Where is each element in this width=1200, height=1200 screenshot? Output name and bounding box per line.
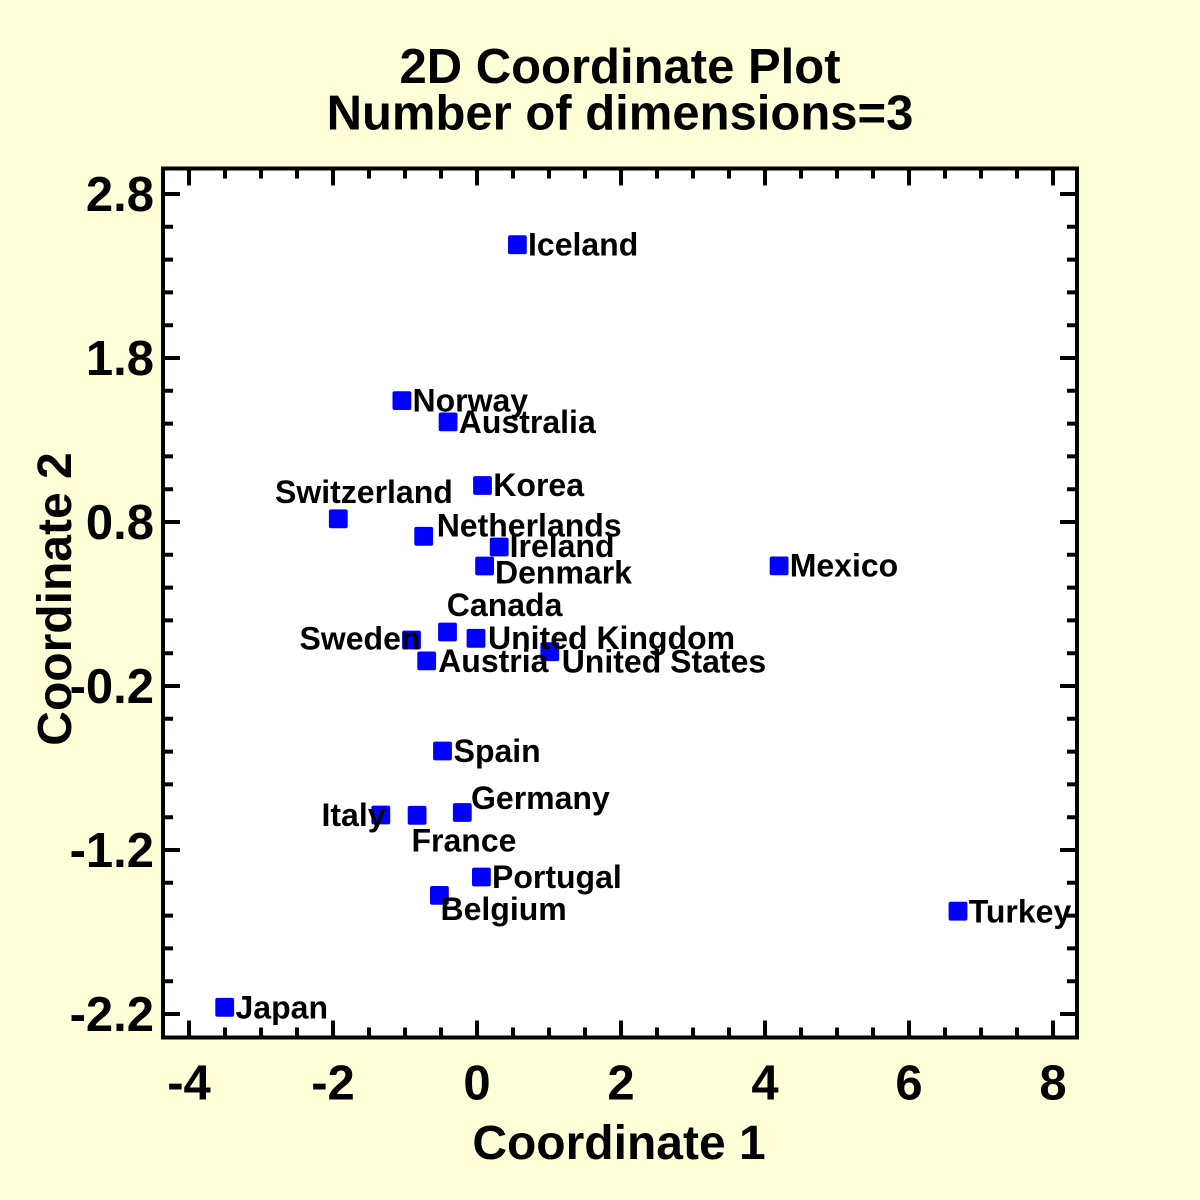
svg-text:Canada: Canada: [447, 587, 563, 623]
svg-text:-2: -2: [311, 1057, 355, 1111]
svg-text:Mexico: Mexico: [790, 548, 898, 584]
svg-text:Portugal: Portugal: [492, 859, 622, 895]
svg-text:Ireland: Ireland: [510, 528, 615, 564]
svg-text:Austria: Austria: [438, 643, 548, 679]
svg-text:Switzerland: Switzerland: [275, 474, 453, 510]
svg-text:Norway: Norway: [413, 383, 529, 419]
svg-text:4: 4: [751, 1057, 778, 1111]
svg-text:Australia: Australia: [459, 404, 596, 440]
svg-text:Germany: Germany: [471, 780, 610, 816]
svg-text:Turkey: Turkey: [969, 894, 1072, 930]
svg-text:Number of dimensions=3: Number of dimensions=3: [327, 87, 914, 141]
svg-text:8: 8: [1039, 1057, 1066, 1111]
svg-text:United States: United States: [562, 644, 766, 680]
svg-text:-4: -4: [167, 1057, 211, 1111]
svg-text:0: 0: [463, 1057, 490, 1111]
svg-text:-2.2: -2.2: [70, 988, 154, 1042]
svg-text:Spain: Spain: [454, 733, 541, 769]
svg-text:Japan: Japan: [236, 990, 328, 1026]
svg-text:1.8: 1.8: [86, 332, 154, 386]
svg-text:-0.2: -0.2: [70, 660, 154, 714]
svg-text:Sweden: Sweden: [300, 621, 421, 657]
svg-text:Korea: Korea: [493, 467, 584, 503]
svg-text:Coordinate 1: Coordinate 1: [472, 1117, 765, 1170]
svg-text:2: 2: [607, 1057, 634, 1111]
svg-text:-1.2: -1.2: [70, 824, 154, 878]
svg-text:Denmark: Denmark: [495, 555, 632, 591]
svg-text:2D Coordinate Plot: 2D Coordinate Plot: [399, 40, 840, 94]
svg-text:Coordinate 2: Coordinate 2: [29, 452, 82, 745]
svg-text:6: 6: [895, 1057, 922, 1111]
svg-text:Iceland: Iceland: [528, 227, 638, 263]
svg-text:Netherlands: Netherlands: [437, 508, 622, 544]
svg-text:France: France: [412, 823, 517, 859]
svg-text:Italy: Italy: [322, 797, 386, 833]
svg-text:Belgium: Belgium: [441, 891, 567, 927]
svg-text:United Kingdom: United Kingdom: [488, 620, 735, 656]
svg-text:2.8: 2.8: [86, 168, 154, 222]
svg-text:0.8: 0.8: [86, 496, 154, 550]
